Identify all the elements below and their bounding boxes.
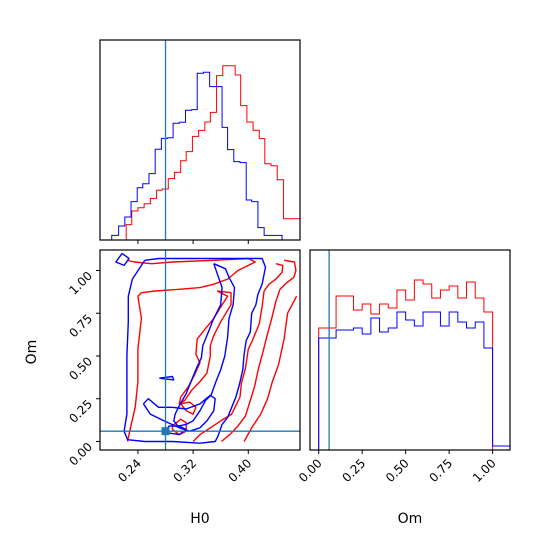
contour-frame: [99, 249, 301, 451]
y-axis-label-om: Om: [24, 340, 40, 365]
x-tick-label-om-0: 0.00: [296, 456, 325, 485]
contour-0-0: [126, 257, 256, 442]
x-tick-label-om-1: 0.25: [340, 456, 369, 485]
contour-0-1: [192, 263, 284, 442]
h0-marginal-panel: [99, 39, 301, 244]
contour-0-2: [220, 259, 297, 443]
y-tick-label-om-4: 1.00: [66, 269, 95, 298]
h0-om-contour-panel: 0.24 0.32 0.40 0.00 0.25 0.50 0.75 1.00: [66, 249, 301, 485]
y-tick-label-om-0: 0.00: [66, 440, 95, 469]
h0-histogram-series-0: [100, 65, 300, 240]
x-tick-label-om-2: 0.50: [383, 456, 412, 485]
y-tick-label-om-1: 0.25: [66, 397, 95, 426]
om-marginal-frame: [309, 249, 511, 451]
om-histogram-series-0: [310, 279, 510, 450]
truth-point-marker: [161, 427, 170, 436]
x-axis-label-om: Om: [398, 511, 423, 527]
x-tick-label-h0-1: 0.32: [170, 456, 199, 485]
x-axis-label-h0: H0: [190, 511, 209, 527]
x-tick-label-h0-2: 0.40: [226, 456, 255, 485]
x-tick-label-om-3: 0.75: [426, 456, 455, 485]
x-tick-label-om-4: 1.00: [470, 456, 499, 485]
contour-1-1: [123, 257, 267, 444]
y-tick-label-om-3: 0.75: [66, 311, 95, 340]
y-tick-label-om-2: 0.50: [66, 354, 95, 383]
contour-1-0: [115, 252, 130, 267]
x-tick-label-h0-0: 0.24: [115, 456, 144, 485]
om-histogram-series-1: [310, 311, 510, 450]
contour-0-3: [243, 295, 298, 442]
contour-1-5: [159, 375, 175, 381]
h0-marginal-frame: [99, 39, 301, 241]
contour-0-4: [178, 290, 232, 405]
contour-1-2: [173, 263, 236, 427]
om-marginal-panel: 0.00 0.25 0.50 0.75 1.00: [296, 249, 511, 485]
h0-histogram-series-1: [100, 71, 300, 240]
